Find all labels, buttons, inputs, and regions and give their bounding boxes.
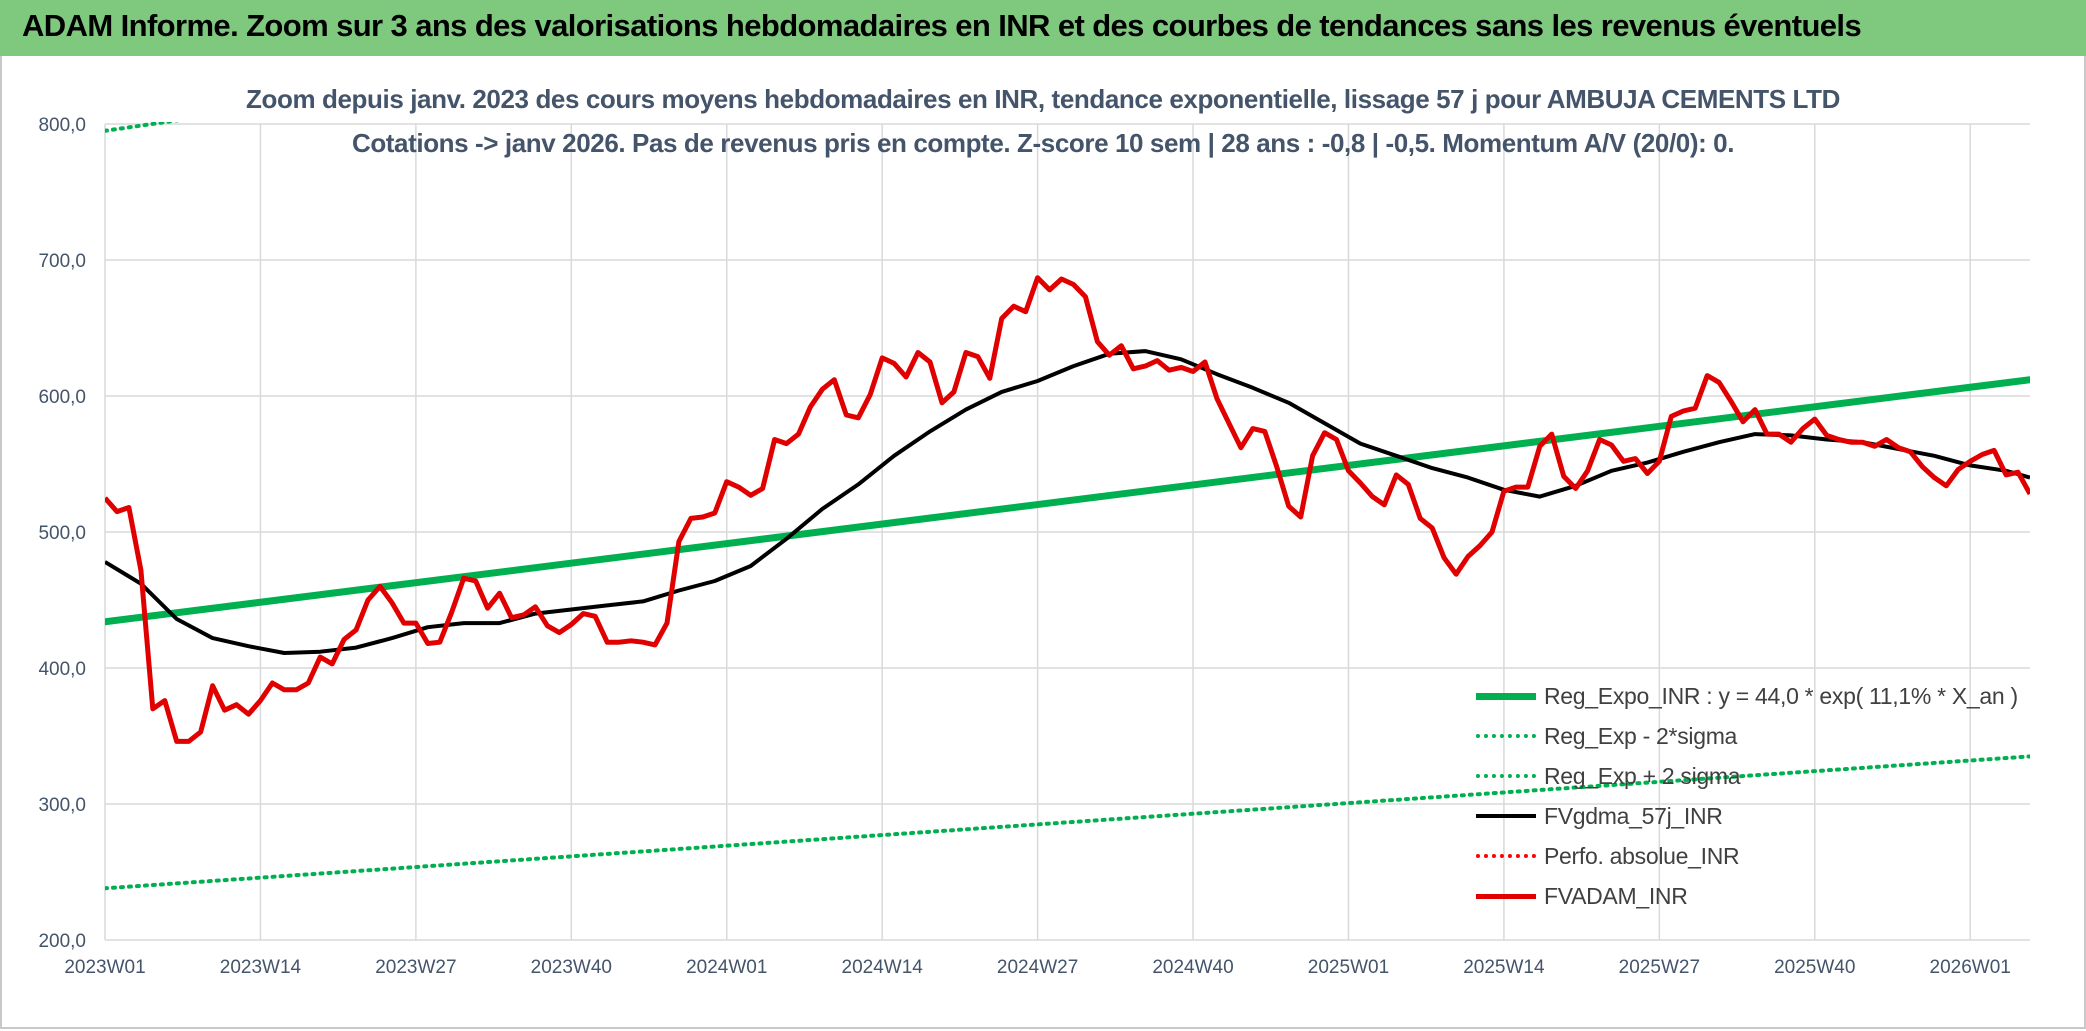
x-tick-label: 2023W40 xyxy=(531,957,612,978)
legend-swatch xyxy=(1476,774,1536,778)
x-tick-label: 2023W14 xyxy=(220,957,302,978)
x-tick-label: 2023W27 xyxy=(375,957,456,978)
header-bar: ADAM Informe. Zoom sur 3 ans des valoris… xyxy=(0,0,2086,56)
legend-item: FVADAM_INR xyxy=(1476,876,2018,916)
y-tick-label: 800,0 xyxy=(38,115,86,136)
x-tick-label: 2024W01 xyxy=(686,957,767,978)
legend-label: FVgdma_57j_INR xyxy=(1544,802,1723,829)
y-tick-label: 700,0 xyxy=(38,251,86,272)
series-line-reg-exp-2-sigma xyxy=(105,754,2030,891)
x-tick-label: 2025W40 xyxy=(1774,957,1855,978)
chart-frame xyxy=(0,56,2086,1029)
legend-label: Perfo. absolue_INR xyxy=(1544,842,1740,869)
x-tick-label: 2025W27 xyxy=(1619,957,1700,978)
chart-subtitle: Cotations -> janv 2026. Pas de revenus p… xyxy=(351,128,1735,158)
legend-label: Reg_Exp + 2 sigma xyxy=(1544,762,1741,789)
series-line-fvgdma-57j-inr xyxy=(105,349,2030,655)
x-tick-label: 2024W40 xyxy=(1152,957,1233,978)
legend-label: Reg_Exp - 2*sigma xyxy=(1544,722,1738,749)
report-title: ADAM Informe. Zoom sur 3 ans des valoris… xyxy=(22,8,1862,43)
y-tick-label: 500,0 xyxy=(38,523,86,544)
y-tick-label: 300,0 xyxy=(38,795,86,816)
legend-swatch xyxy=(1476,734,1536,738)
legend-item: Reg_Exp + 2 sigma xyxy=(1476,756,2018,796)
series-line-reg-expo-inr-y-44-0-exp-11-1-x xyxy=(105,376,2030,626)
legend-label: FVADAM_INR xyxy=(1544,882,1688,909)
legend-swatch xyxy=(1476,893,1536,899)
chart-area: 200,0 300,0 400,0 500,0 600,0 700,0 800,0 2023W… xyxy=(38,115,2030,978)
x-tick-label: 2025W01 xyxy=(1308,957,1389,978)
legend-swatch xyxy=(1476,692,1536,700)
legend-item: Perfo. absolue_INR xyxy=(1476,836,2018,876)
legend-label: Reg_Expo_INR : y = 44,0 * exp( 11,1% * X… xyxy=(1544,682,2018,709)
y-tick-label: 400,0 xyxy=(38,659,86,680)
x-tick-label: 2025W14 xyxy=(1463,957,1545,978)
legend-item: FVgdma_57j_INR xyxy=(1476,796,2018,836)
legend-item: Reg_Exp - 2*sigma xyxy=(1476,716,2018,756)
x-tick-label: 2023W01 xyxy=(64,957,145,978)
x-tick-label: 2024W14 xyxy=(842,957,924,978)
chart-title: Zoom depuis janv. 2023 des cours moyens … xyxy=(246,84,1840,114)
series-line-fvadam-inr xyxy=(105,275,2030,744)
chart-legend: Reg_Expo_INR : y = 44,0 * exp( 11,1% * X… xyxy=(1476,676,2018,916)
legend-swatch xyxy=(1476,854,1536,858)
legend-item: Reg_Expo_INR : y = 44,0 * exp( 11,1% * X… xyxy=(1476,676,2018,716)
y-tick-label: 200,0 xyxy=(38,931,86,952)
y-tick-label: 600,0 xyxy=(38,387,86,408)
legend-swatch xyxy=(1476,814,1536,818)
x-tick-label: 2024W27 xyxy=(997,957,1078,978)
x-tick-label: 2026W01 xyxy=(1930,957,2011,978)
